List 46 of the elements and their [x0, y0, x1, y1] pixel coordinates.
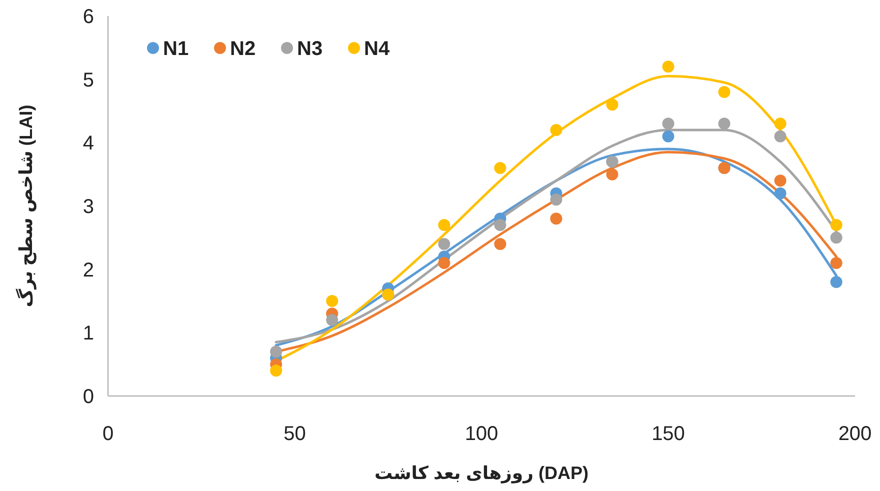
point [270, 364, 282, 377]
legend-label: N4 [364, 38, 390, 60]
legend-label: N1 [163, 38, 189, 60]
point [550, 124, 562, 136]
point [662, 118, 674, 130]
point [662, 60, 674, 73]
y-tick-label: 0 [82, 386, 94, 408]
y-tick-label: 5 [82, 69, 94, 92]
y-axis-title: شاخص سطح برگ (LAI) [15, 104, 37, 308]
point [494, 219, 506, 231]
point [606, 98, 618, 111]
x-tick-label: 200 [838, 423, 872, 445]
point [494, 238, 506, 250]
y-tick-label: 4 [82, 132, 94, 155]
point [774, 118, 786, 130]
point [830, 219, 842, 231]
point [774, 174, 786, 187]
x-axis-title: روزهای بعد کاشت (DAP) [374, 463, 588, 484]
point [438, 219, 450, 231]
y-tick-label: 6 [82, 6, 94, 28]
y-tick-label: 1 [82, 322, 94, 345]
x-tick-label: 100 [464, 423, 498, 445]
y-tick-label: 2 [82, 259, 94, 282]
point [550, 194, 562, 206]
point [550, 212, 562, 225]
point [326, 314, 338, 326]
point [662, 130, 674, 142]
point [606, 168, 618, 180]
point [438, 238, 450, 250]
point [326, 295, 338, 307]
legend-label: N2 [230, 38, 256, 60]
point [830, 257, 842, 269]
x-tick-label: 0 [102, 423, 114, 445]
point [830, 232, 842, 244]
point [438, 257, 450, 269]
x-tick-label: 150 [652, 423, 685, 445]
point [718, 118, 730, 130]
point [830, 276, 842, 288]
point [718, 86, 730, 98]
x-tick-label: 50 [284, 423, 306, 445]
point [494, 162, 506, 174]
point [270, 346, 282, 358]
point [774, 130, 786, 142]
point [774, 187, 786, 200]
legend-label: N3 [297, 38, 323, 60]
y-tick-label: 3 [82, 196, 94, 218]
